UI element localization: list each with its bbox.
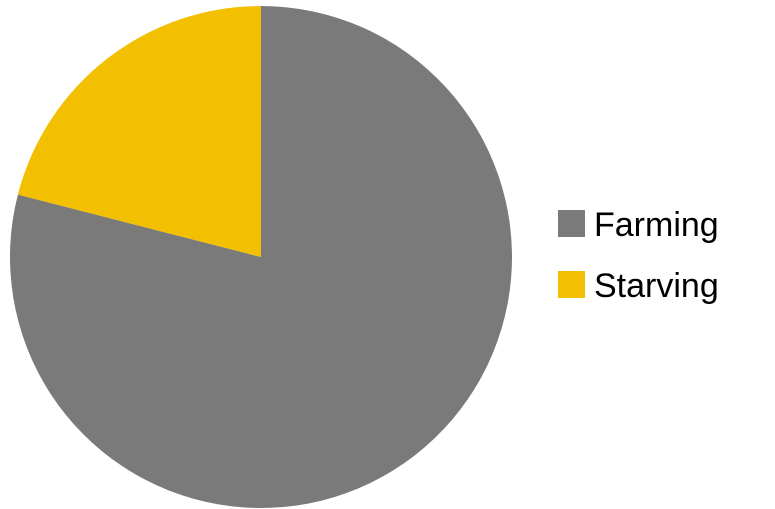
- legend-item-farming: Farming: [558, 206, 719, 244]
- legend-label-starving: Starving: [594, 267, 719, 305]
- legend-swatch-starving: [558, 271, 585, 298]
- legend-label-farming: Farming: [594, 206, 719, 244]
- pie-slice-starving: [17, 6, 262, 257]
- pie-slices: [9, 6, 512, 508]
- legend-item-starving: Starving: [558, 267, 719, 305]
- legend-swatch-farming: [558, 210, 585, 237]
- legend: Farming Starving: [558, 206, 719, 305]
